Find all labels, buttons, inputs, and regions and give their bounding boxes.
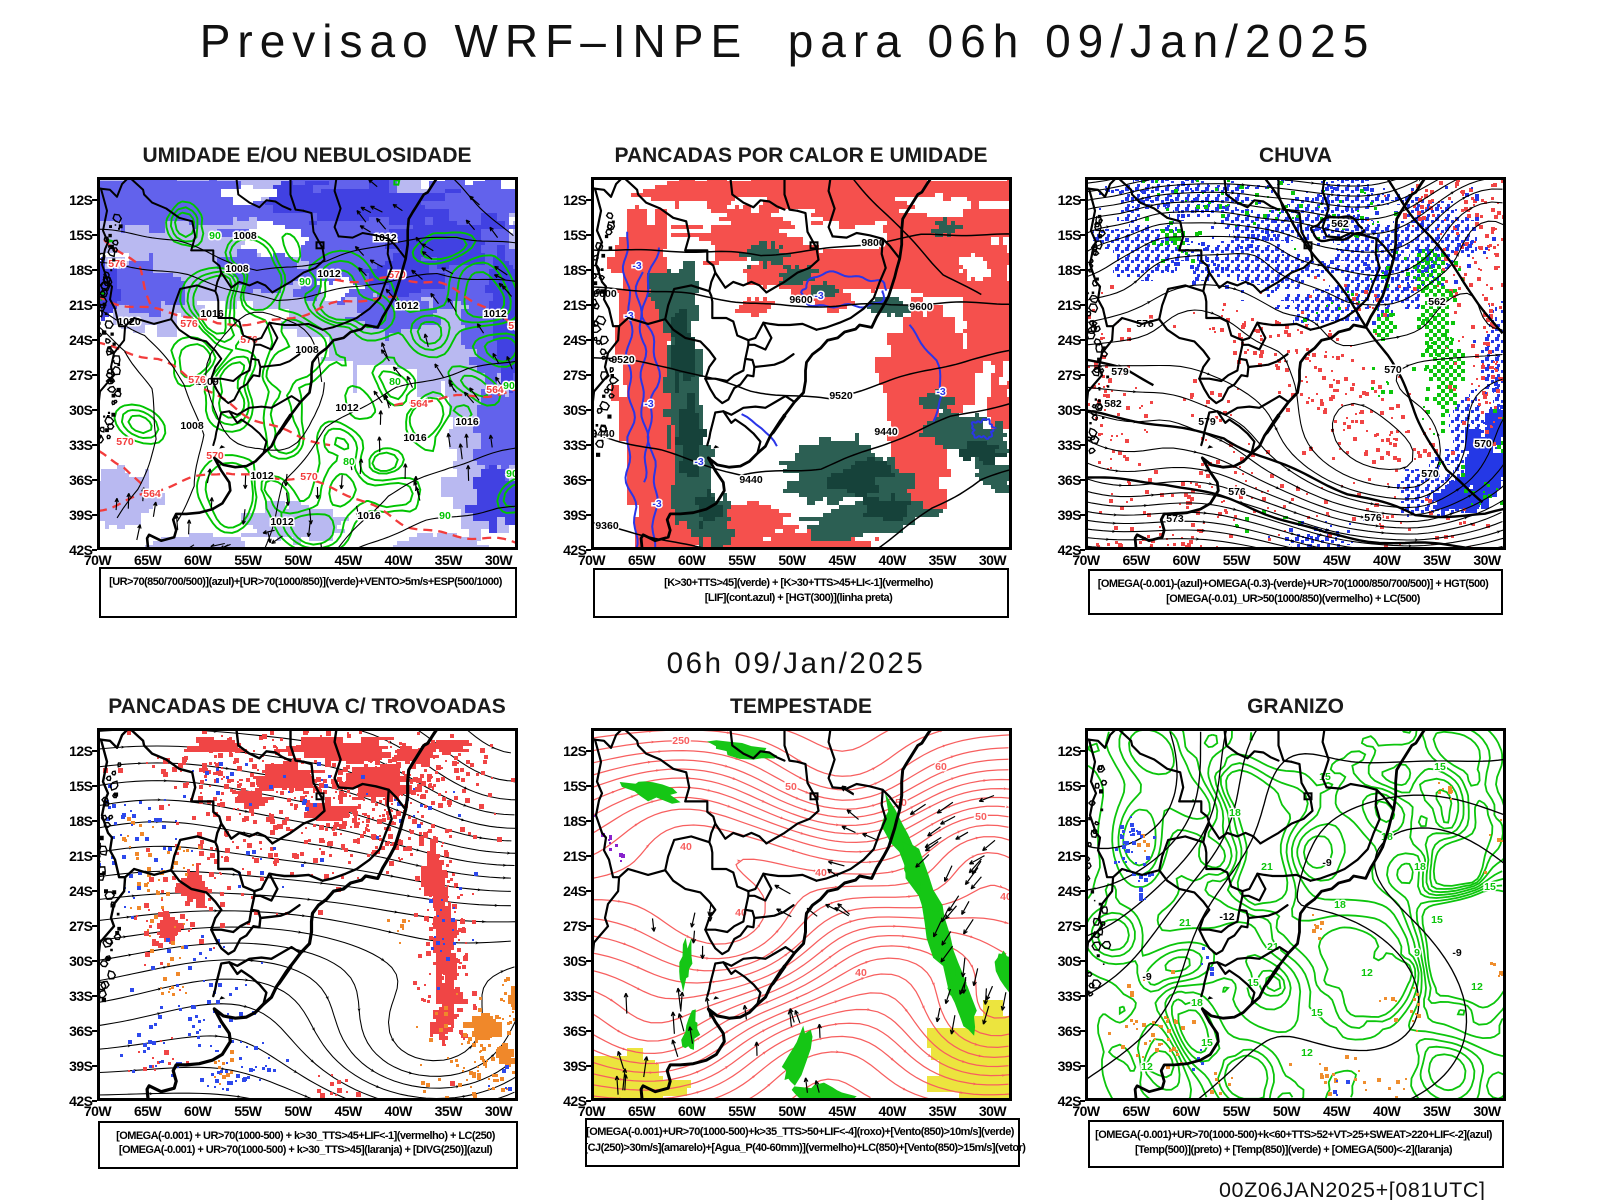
svg-text:90: 90 [299, 276, 311, 288]
svg-text:1016: 1016 [357, 510, 381, 522]
svg-text:80: 80 [389, 376, 401, 388]
svg-text:-3: -3 [652, 498, 661, 510]
svg-text:-3: -3 [936, 386, 945, 398]
svg-text:570: 570 [1474, 438, 1492, 450]
svg-text:1016: 1016 [455, 416, 479, 428]
svg-text:250: 250 [672, 735, 690, 747]
svg-text:12: 12 [1471, 981, 1483, 993]
svg-text:15: 15 [1434, 761, 1446, 773]
svg-text:576: 576 [188, 374, 206, 386]
svg-text:-3: -3 [644, 398, 653, 410]
svg-text:1012: 1012 [250, 470, 274, 482]
svg-text:1016: 1016 [403, 432, 427, 444]
svg-text:576: 576 [1228, 486, 1246, 498]
svg-text:18: 18 [1414, 861, 1426, 873]
svg-text:90: 90 [506, 468, 518, 480]
svg-text:50: 50 [975, 811, 987, 823]
svg-text:1008: 1008 [180, 420, 204, 432]
svg-text:562: 562 [1428, 296, 1446, 308]
svg-text:15: 15 [1201, 1037, 1213, 1049]
svg-text:21: 21 [1179, 917, 1191, 929]
svg-text:21: 21 [1267, 941, 1279, 953]
svg-text:570: 570 [116, 436, 134, 448]
svg-text:582: 582 [1104, 398, 1122, 410]
svg-text:579: 579 [1111, 366, 1129, 378]
svg-text:-9: -9 [1452, 947, 1461, 959]
svg-text:1012: 1012 [317, 268, 341, 280]
svg-text:570: 570 [1384, 364, 1402, 376]
svg-text:576: 576 [180, 318, 198, 330]
svg-text:12: 12 [1301, 1047, 1313, 1059]
svg-text:-3: -3 [814, 290, 823, 302]
svg-text:9360: 9360 [595, 520, 619, 532]
svg-text:9440: 9440 [874, 426, 898, 438]
svg-text:12: 12 [1361, 967, 1373, 979]
svg-text:-3: -3 [694, 456, 703, 468]
svg-text:564: 564 [410, 398, 428, 410]
svg-text:564: 564 [143, 488, 161, 500]
svg-text:570: 570 [1421, 468, 1439, 480]
svg-text:-9: -9 [1322, 857, 1331, 869]
svg-text:1008: 1008 [295, 344, 319, 356]
svg-text:9800: 9800 [861, 237, 885, 249]
svg-text:18: 18 [1191, 997, 1203, 1009]
svg-text:562: 562 [1331, 218, 1349, 230]
svg-text:1012: 1012 [395, 300, 419, 312]
svg-text:12: 12 [1141, 1061, 1153, 1073]
svg-text:9440: 9440 [739, 474, 763, 486]
svg-text:21: 21 [1261, 861, 1273, 873]
svg-text:1012: 1012 [335, 402, 359, 414]
svg-text:564: 564 [486, 384, 504, 396]
svg-text:15: 15 [1319, 771, 1331, 783]
svg-text:9600: 9600 [909, 301, 933, 313]
svg-text:-9: -9 [1142, 971, 1151, 983]
svg-text:9: 9 [1414, 947, 1420, 959]
svg-text:1008: 1008 [233, 230, 257, 242]
svg-text:9520: 9520 [611, 354, 635, 366]
svg-text:9440: 9440 [591, 428, 615, 440]
svg-text:90: 90 [439, 510, 451, 522]
svg-text:9520: 9520 [829, 390, 853, 402]
svg-text:18: 18 [1334, 899, 1346, 911]
svg-text:40: 40 [855, 967, 867, 979]
svg-text:40: 40 [680, 841, 692, 853]
svg-text:15: 15 [1311, 1007, 1323, 1019]
svg-text:570: 570 [300, 471, 318, 483]
svg-text:50: 50 [785, 781, 797, 793]
svg-text:-12: -12 [1219, 911, 1234, 923]
svg-text:40: 40 [1000, 891, 1012, 903]
svg-text:1012: 1012 [483, 308, 507, 320]
svg-text:15: 15 [1431, 914, 1443, 926]
svg-text:9600: 9600 [789, 294, 813, 306]
svg-text:1012: 1012 [270, 516, 294, 528]
svg-text:15: 15 [1484, 881, 1496, 893]
svg-text:1008: 1008 [225, 263, 249, 275]
svg-text:-3: -3 [632, 260, 641, 272]
svg-text:90: 90 [209, 230, 221, 242]
svg-text:576: 576 [108, 258, 126, 270]
svg-text:576: 576 [1364, 512, 1382, 524]
svg-text:570: 570 [508, 320, 518, 332]
svg-text:90: 90 [503, 380, 515, 392]
svg-text:18: 18 [1229, 807, 1241, 819]
svg-text:40: 40 [815, 867, 827, 879]
svg-text:80: 80 [343, 456, 355, 468]
svg-text:60: 60 [935, 761, 947, 773]
svg-text:570: 570 [206, 450, 224, 462]
